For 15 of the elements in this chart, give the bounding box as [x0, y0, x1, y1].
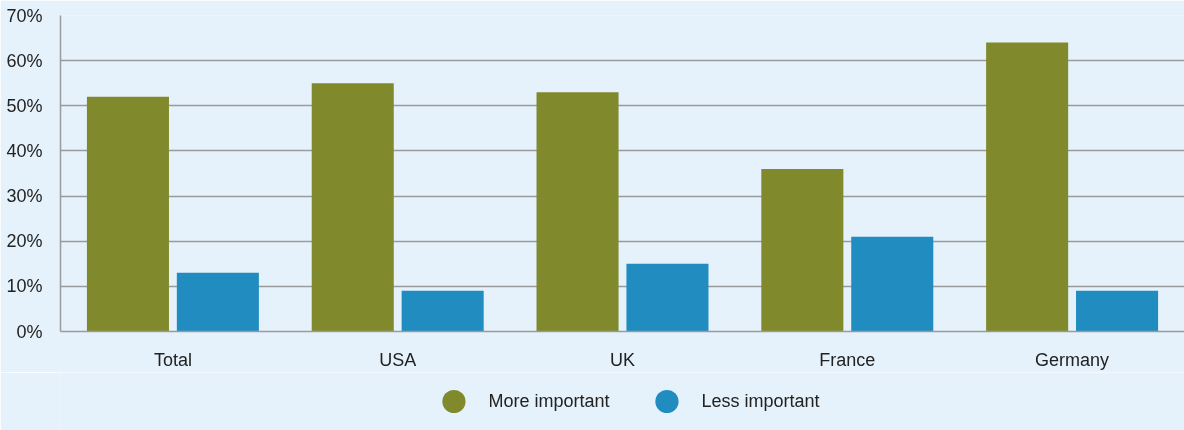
y-tick-label: 60%: [6, 50, 43, 71]
y-tick-label: 50%: [6, 95, 43, 116]
y-tick-label: 70%: [6, 5, 43, 26]
x-tick-label: France: [819, 349, 876, 370]
y-tick-label: 20%: [6, 231, 43, 252]
x-tick-label: Total: [153, 349, 192, 370]
x-tick-label: UK: [610, 349, 636, 370]
y-tick-label: 0%: [16, 321, 43, 342]
y-tick-label: 40%: [6, 140, 43, 161]
x-tick-label: Germany: [1035, 349, 1110, 370]
y-tick-label: 30%: [6, 186, 43, 207]
y-tick-label: 10%: [6, 276, 43, 297]
x-tick-label: USA: [379, 349, 417, 370]
legend-label: More important: [488, 390, 610, 412]
legend-label: Less important: [701, 390, 820, 412]
